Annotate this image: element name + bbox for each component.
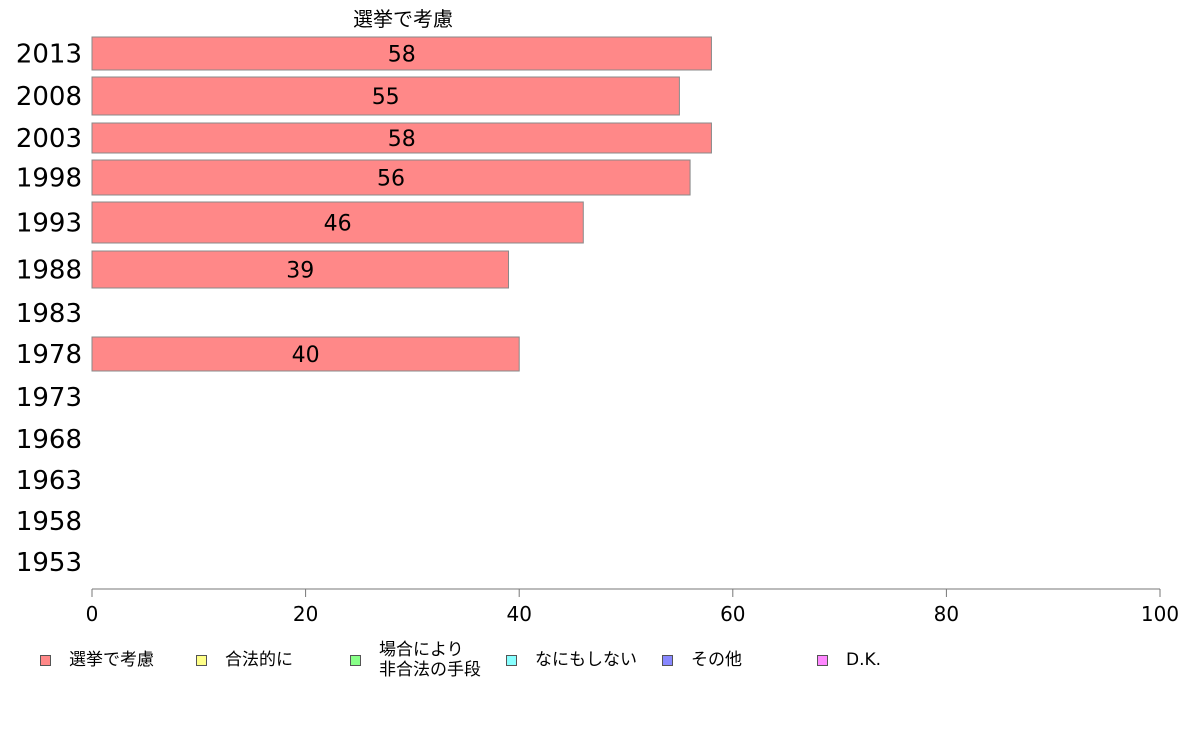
y-tick-label: 1973 bbox=[16, 383, 82, 413]
bar bbox=[91, 36, 712, 71]
x-tick-label: 20 bbox=[293, 602, 318, 626]
legend-item: なにもしない bbox=[506, 650, 637, 670]
x-tick-label: 60 bbox=[720, 602, 745, 626]
bar-group: 58 55 58 56 46 39 40 bbox=[91, 36, 712, 372]
y-tick-label: 2008 bbox=[16, 82, 82, 112]
y-tick-label: 1983 bbox=[16, 299, 82, 329]
bar-value-label: 55 bbox=[372, 85, 400, 110]
x-tick-label: 80 bbox=[934, 602, 959, 626]
x-tick-label: 100 bbox=[1141, 602, 1179, 626]
legend-label: なにもしない bbox=[535, 650, 637, 670]
y-tick-label: 1988 bbox=[16, 256, 82, 286]
legend-label: その他 bbox=[691, 650, 742, 670]
legend-label: 合法的に bbox=[225, 650, 293, 670]
x-axis: 0 20 40 60 80 100 bbox=[86, 588, 1179, 626]
legend-item: 選挙で考慮 bbox=[40, 650, 154, 670]
chart-title: 選挙で考慮 bbox=[353, 7, 453, 31]
bar bbox=[91, 201, 584, 244]
y-tick-label: 2013 bbox=[16, 40, 82, 70]
bar-value-label: 58 bbox=[388, 127, 416, 152]
bar-value-label: 39 bbox=[286, 259, 314, 284]
x-tick-label: 40 bbox=[506, 602, 531, 626]
legend-item: 合法的に bbox=[196, 650, 293, 670]
bar-value-label: 46 bbox=[324, 212, 352, 237]
legend-swatch bbox=[196, 654, 207, 666]
y-tick-label: 1993 bbox=[16, 209, 82, 239]
legend-label: 場合により 非合法の手段 bbox=[379, 640, 481, 680]
legend-label: 選挙で考慮 bbox=[69, 650, 154, 670]
bar-value-label: 58 bbox=[388, 43, 416, 68]
bar-value-label: 56 bbox=[377, 167, 405, 192]
y-tick-label: 1958 bbox=[16, 507, 82, 537]
legend-item: D.K. bbox=[817, 650, 881, 670]
legend-swatch bbox=[506, 654, 517, 666]
x-tick-label: 0 bbox=[86, 602, 99, 626]
legend-swatch bbox=[40, 654, 51, 666]
y-tick-label: 1968 bbox=[16, 425, 82, 455]
y-tick-label: 1963 bbox=[16, 466, 82, 496]
legend-item: その他 bbox=[662, 650, 742, 670]
legend-label: D.K. bbox=[846, 650, 882, 670]
bar bbox=[91, 122, 712, 154]
legend-swatch bbox=[350, 654, 361, 666]
bar bbox=[91, 159, 691, 196]
y-tick-label: 2003 bbox=[16, 124, 82, 154]
bar bbox=[91, 76, 680, 116]
bar bbox=[91, 250, 510, 289]
y-tick-label: 1978 bbox=[16, 340, 82, 370]
legend-swatch bbox=[662, 654, 673, 666]
y-axis-labels: 2013 2008 2003 1998 1993 1988 1983 1978 1973 1968… bbox=[16, 40, 82, 579]
legend-item: 場合により 非合法の手段 bbox=[350, 640, 481, 680]
y-tick-label: 1953 bbox=[16, 548, 82, 578]
y-tick-label: 1998 bbox=[16, 164, 82, 194]
chart-area: 選挙で考慮 58 55 58 56 46 39 40 2013 2008 2003 1998 199… bbox=[16, 7, 1179, 626]
legend-swatch bbox=[817, 654, 828, 666]
bar bbox=[91, 336, 520, 372]
bar-value-label: 40 bbox=[292, 343, 320, 368]
